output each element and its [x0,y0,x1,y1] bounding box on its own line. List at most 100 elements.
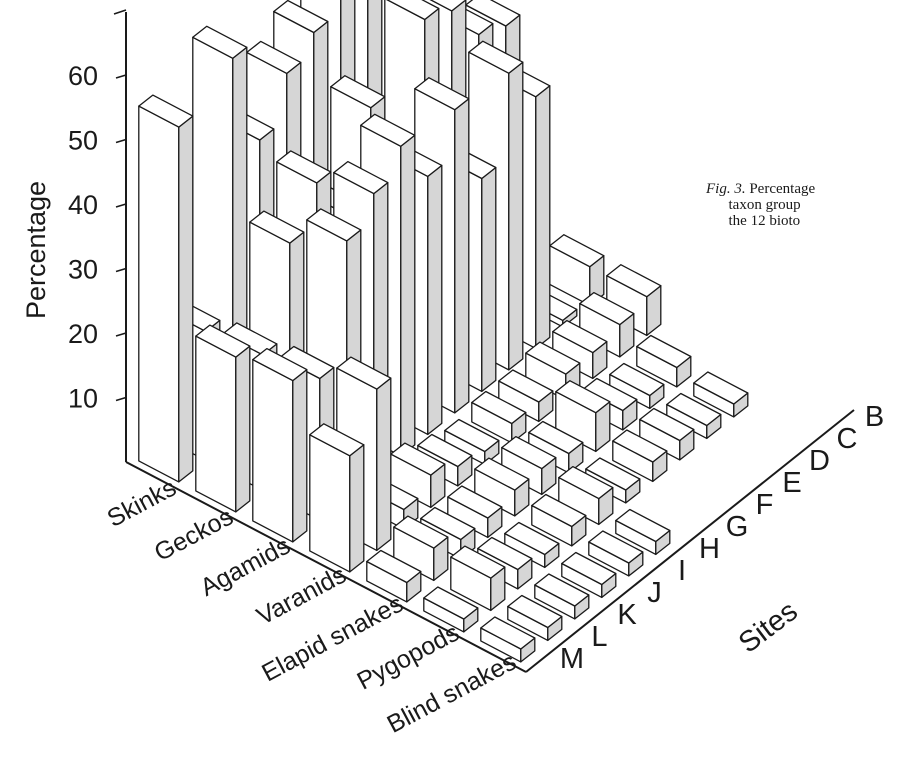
bar-pygopods-site-f [612,429,668,483]
bar-top-face [386,0,440,21]
bar-varanids-site-d [552,319,608,380]
site-label-e: E [782,467,801,499]
bar-top-face [501,435,557,470]
bar-top-face [249,210,305,244]
bar-top-face [192,25,248,59]
bar-side-face [400,134,416,457]
bar-top-face [306,208,362,242]
bar-blind-snakes-site-h [615,508,671,556]
bar-top-face [360,113,416,147]
bar-pygopods-site-i [531,493,587,547]
bar-top-face [468,40,524,74]
y-tick-30 [115,267,127,273]
site-label-l: L [591,621,607,653]
bar-side-face [454,98,470,414]
bar-varanids-site-m [309,423,365,573]
bar-front-face [138,105,180,483]
bar-varanids-site-b [606,264,662,337]
bar-elapid-snakes-site-g [528,420,584,474]
bar-pygopods-site-h [558,465,614,526]
y-tick-20 [115,332,127,337]
bar-blind-snakes-site-j [561,551,617,599]
bar-top-face [579,291,635,326]
bar-top-face [366,549,422,584]
bar-top-face [666,392,722,427]
axis-top-tick [113,9,127,15]
bar-top-face [552,319,608,354]
sites-axis-line [525,409,855,673]
caption-line-1: Percentage [749,181,816,197]
bar-side-face [481,166,497,393]
taxa-axis-line [125,461,527,673]
bar-blind-snakes-site-m [480,616,536,663]
bar-side-face [292,368,308,543]
bar-top-face [252,347,308,382]
bar-top-face [246,40,302,75]
site-label-h: H [699,533,720,565]
bar-elapid-snakes-site-i [474,457,530,517]
bar-elapid-snakes-site-c [636,334,692,388]
taxon-label-geckos: Geckos [150,503,238,568]
bar-blind-snakes-site-l [507,594,563,642]
bar-top-face [423,586,479,620]
bar-front-face [309,434,351,573]
bar-top-face [195,324,251,358]
site-label-f: F [756,489,774,521]
bar-top-face [333,160,389,195]
y-tick-label-20: 20 [68,319,98,349]
bar-front-face [195,335,237,513]
y-tick-label-40: 40 [68,190,98,220]
bar-side-face [178,115,194,483]
y-tick-40 [115,203,127,208]
bar-skinks-site-m [138,94,194,483]
chart-axes [113,9,855,673]
bar-pygopods-site-j [504,521,560,569]
bar-side-face [349,444,365,573]
bar-top-face [474,457,530,491]
bars-group [138,0,749,663]
y-axis-title: Percentage [21,181,51,319]
bar-top-face [273,0,329,34]
bar-blind-snakes-site-i [588,530,644,577]
bar-agamids-site-m [252,347,308,543]
bar-elapid-snakes-site-h [501,435,557,496]
bar-top-face [549,234,605,268]
bar-top-face [450,545,506,579]
bar-front-face [252,358,294,543]
bar-top-face [531,493,587,528]
bar-side-face [535,85,551,350]
bar-top-face [585,457,641,491]
bar-top-face [525,341,581,375]
bar-elapid-snakes-site-l [393,515,449,582]
bar-blind-snakes-site-k [534,573,590,620]
y-tick-50 [115,138,127,144]
bar-top-face [636,334,692,369]
site-label-m: M [560,643,584,675]
y-tick-label-30: 30 [68,255,98,285]
bar-top-face [336,356,392,390]
bar-side-face [235,345,251,513]
sites-axis-title: Sites [733,595,804,659]
site-label-j: J [647,577,662,609]
bar-pygopods-site-d [666,392,722,440]
bar-pygopods-site-m [423,586,479,633]
bar-top-face [138,94,194,128]
bar-top-face [504,521,560,556]
bar-top-face [612,429,668,463]
caption-fig-label: Fig. 3. [706,181,746,197]
site-label-i: I [678,555,686,587]
bar-top-face [639,407,695,442]
bar-top-face [444,418,500,453]
caption-line-2: taxon group [728,197,801,213]
bar-top-face [414,77,470,111]
bar-top-face [420,506,476,541]
bar-top-face [465,0,521,27]
y-tick-60 [115,74,127,79]
bar-top-face [534,573,590,607]
bar-top-face [276,150,332,184]
bar-side-face [508,61,524,371]
bar-top-face [498,369,554,403]
y-tick-label-60: 60 [68,61,98,91]
bar-top-face [480,616,536,650]
bar-pygopods-site-c [693,371,749,418]
